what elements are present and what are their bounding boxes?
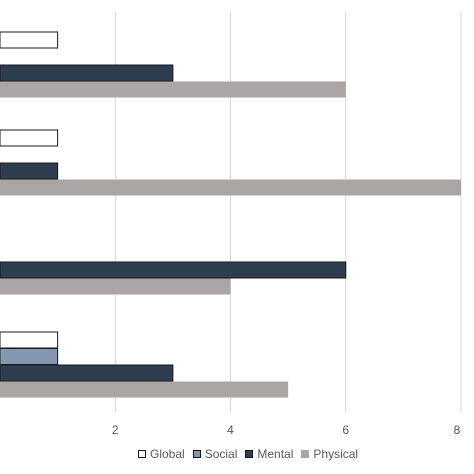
gridlines: [114, 12, 462, 412]
bars: [0, 31, 461, 398]
bar-mental-group-1: [0, 64, 174, 82]
legend-label: Mental: [257, 447, 294, 461]
bar-global-group-4: [0, 331, 59, 349]
legend-item-global: Global: [138, 447, 185, 461]
legend-item-physical: Physical: [301, 447, 358, 461]
x-tick-label: 2: [112, 423, 119, 437]
bar-social-group-4: [0, 348, 59, 365]
legend-label: Global: [150, 447, 185, 461]
legend-swatch: [245, 450, 254, 458]
bar-global-group-1: [0, 31, 59, 49]
legend-label: Physical: [313, 447, 359, 461]
legend-swatch: [138, 450, 146, 458]
bar-physical-group-4: [0, 381, 289, 398]
bar-mental-group-2: [0, 162, 59, 180]
bar-physical-group-1: [0, 81, 346, 98]
x-tick-label: 4: [227, 423, 234, 437]
bar-physical-group-3: [0, 278, 231, 295]
legend-label: Social: [204, 447, 238, 461]
bar-mental-group-4: [0, 364, 174, 382]
legend: Global Social Mental Physical: [138, 447, 366, 461]
legend-swatch: [192, 450, 201, 458]
bar-global-group-2: [0, 129, 59, 147]
x-tick-label: 6: [342, 423, 349, 437]
x-axis-ticks: 2 4 6 8: [112, 423, 461, 437]
legend-item-social: Social: [192, 447, 238, 461]
legend-item-mental: Mental: [245, 447, 293, 461]
bar-mental-group-3: [0, 261, 347, 279]
x-tick-label: 8: [454, 423, 461, 437]
legend-swatch: [301, 450, 310, 458]
bar-physical-group-2: [0, 179, 461, 196]
